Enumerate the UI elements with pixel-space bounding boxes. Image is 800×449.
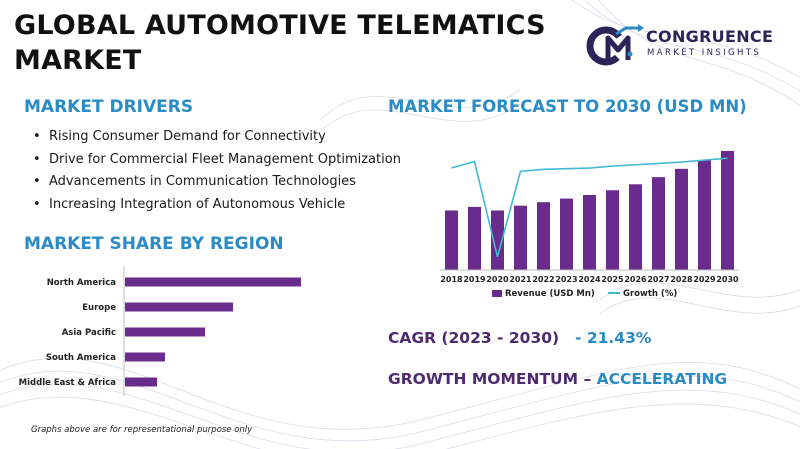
region-bar-chart: North America Europe Asia Pacific South Ame… bbox=[19, 266, 301, 396]
year-tick-label: 2018 bbox=[440, 275, 463, 284]
region-bar bbox=[125, 302, 233, 312]
year-tick-label: 2023 bbox=[555, 275, 577, 284]
growth-line bbox=[451, 157, 728, 258]
page-title-line-1: GLOBAL AUTOMOTIVE TELEMATICS bbox=[14, 10, 546, 41]
year-tick-label: 2020 bbox=[486, 275, 509, 284]
momentum-value: ACCELERATING bbox=[596, 370, 728, 388]
revenue-bar bbox=[583, 195, 596, 270]
region-bar bbox=[125, 277, 301, 287]
legend-revenue-swatch bbox=[492, 290, 502, 297]
revenue-bar bbox=[652, 177, 665, 270]
year-tick-label: 2026 bbox=[624, 275, 647, 284]
region-tick-label: Middle East & Africa bbox=[19, 378, 117, 388]
region-tick-label: South America bbox=[46, 353, 116, 363]
forecast-combo-chart: 2018 2019 2020 2021 2022 2023 2024 2025 2026 2027… bbox=[440, 150, 739, 299]
year-tick-label: 2025 bbox=[601, 275, 624, 284]
page-title-line-2: MARKET bbox=[14, 45, 142, 76]
year-tick-label: 2024 bbox=[578, 275, 601, 284]
cm-logo-icon: CM bbox=[586, 24, 644, 66]
brand-tagline: MARKET INSIGHTS bbox=[647, 48, 762, 58]
revenue-bar bbox=[445, 210, 458, 270]
revenue-bar bbox=[721, 150, 734, 270]
momentum-label: GROWTH MOMENTUM – bbox=[388, 370, 597, 388]
legend-growth-label: Growth (%) bbox=[623, 289, 677, 299]
region-bar bbox=[125, 352, 165, 362]
market-forecast-heading: MARKET FORECAST TO 2030 (USD MN) bbox=[388, 97, 747, 116]
revenue-bar bbox=[537, 202, 550, 270]
region-bar bbox=[125, 327, 205, 337]
footnote: Graphs above are for representational pu… bbox=[31, 425, 253, 435]
brand-name: CONGRUENCE bbox=[646, 27, 774, 46]
revenue-bar bbox=[514, 205, 527, 270]
year-tick-label: 2021 bbox=[509, 275, 532, 284]
driver-item: Advancements in Communication Technologi… bbox=[30, 171, 440, 194]
region-tick-label: Asia Pacific bbox=[62, 328, 116, 338]
revenue-bar bbox=[675, 168, 688, 270]
year-tick-label: 2019 bbox=[463, 275, 486, 284]
market-drivers-heading: MARKET DRIVERS bbox=[24, 97, 194, 117]
cagr-value: - 21.43% bbox=[575, 329, 652, 347]
region-tick-label: Europe bbox=[82, 303, 116, 313]
cagr-label: CAGR (2023 - 2030) bbox=[388, 329, 560, 347]
revenue-bar bbox=[560, 198, 573, 270]
revenue-bar bbox=[468, 206, 481, 270]
year-tick-label: 2022 bbox=[532, 275, 554, 284]
driver-item: Drive for Commercial Fleet Management Op… bbox=[30, 149, 440, 172]
page-title: GLOBAL AUTOMOTIVE TELEMATICS MARKET bbox=[14, 8, 574, 78]
year-tick-label: 2028 bbox=[670, 275, 693, 284]
growth-momentum: GROWTH MOMENTUM – ACCELERATING bbox=[388, 370, 727, 388]
year-tick-label: 2029 bbox=[693, 275, 716, 284]
revenue-bar bbox=[606, 190, 619, 270]
revenue-bar bbox=[491, 210, 504, 270]
market-share-heading: MARKET SHARE BY REGION bbox=[24, 234, 284, 254]
revenue-bar bbox=[629, 184, 642, 270]
year-tick-label: 2030 bbox=[716, 275, 739, 284]
year-tick-label: 2027 bbox=[647, 275, 669, 284]
brand-logo: CM CONGRUENCE MARKET INSIGHTS bbox=[586, 24, 796, 68]
driver-item: Increasing Integration of Autonomous Veh… bbox=[30, 194, 440, 217]
region-bar bbox=[125, 377, 157, 387]
market-drivers-list: Rising Consumer Demand for Connectivity … bbox=[30, 126, 440, 217]
revenue-bar bbox=[698, 160, 711, 270]
driver-item: Rising Consumer Demand for Connectivity bbox=[30, 126, 440, 149]
legend-revenue-label: Revenue (USD Mn) bbox=[505, 289, 595, 299]
region-tick-label: North America bbox=[47, 278, 117, 288]
